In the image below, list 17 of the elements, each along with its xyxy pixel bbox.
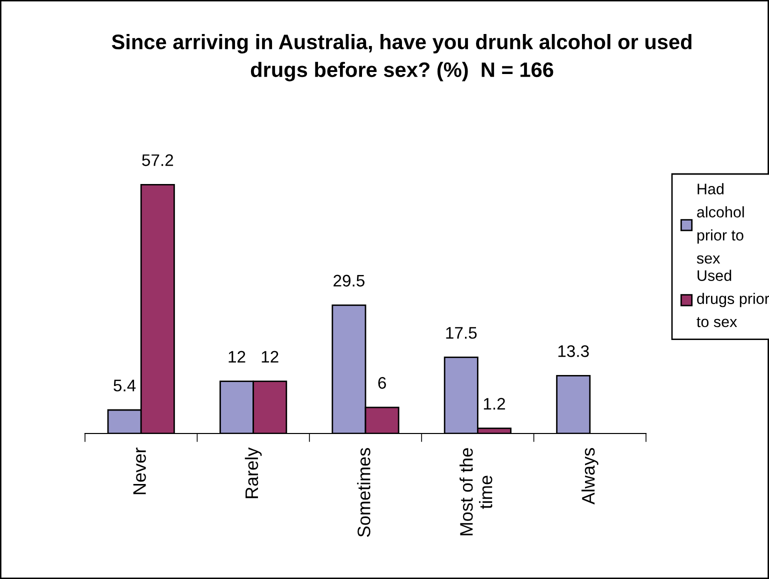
data-label: 17.5 xyxy=(446,327,477,339)
x-tick-label: Rarely xyxy=(244,447,262,498)
data-label: 1.2 xyxy=(484,398,505,410)
data-label: 12 xyxy=(262,350,278,363)
legend-label: Had alcohol prior to sex xyxy=(696,183,744,264)
legend-label: Used drugs prior to sex xyxy=(696,270,769,328)
data-label: 5.4 xyxy=(114,380,136,392)
data-label: 12 xyxy=(228,350,246,363)
data-label: 13.3 xyxy=(558,345,589,358)
x-tick-label: Sometimes xyxy=(357,448,370,537)
x-tick-label: Most of the time xyxy=(460,448,492,536)
x-tick-label: Always xyxy=(581,448,598,505)
x-tick-label: Never xyxy=(133,448,146,494)
data-label: 57.2 xyxy=(142,154,174,166)
chart-title: Since arriving in Australia, have you drunk alcohol or used drugs before sex? (%) N = 166 xyxy=(112,34,692,82)
data-label: 6 xyxy=(378,377,386,389)
data-label: 29.5 xyxy=(334,274,364,287)
